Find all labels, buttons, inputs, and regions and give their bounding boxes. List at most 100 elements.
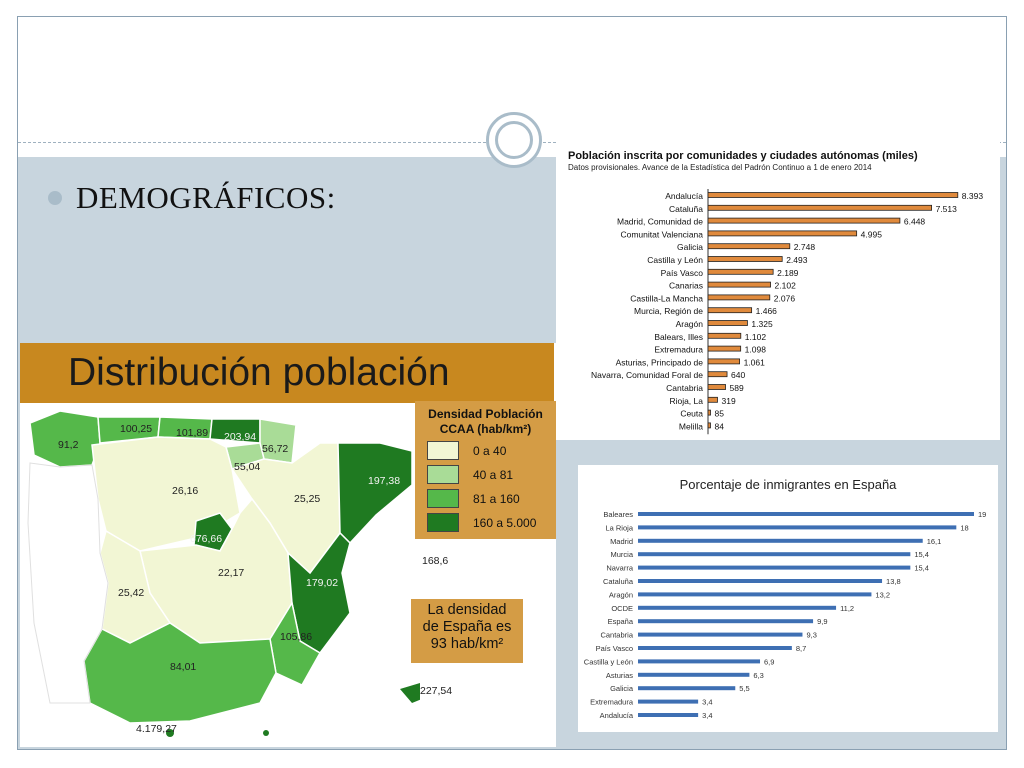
region-value: 227,54	[420, 685, 453, 697]
tick-label: Cantabria	[666, 383, 703, 393]
bar	[707, 358, 740, 365]
legend-swatch	[427, 513, 459, 532]
data-label: 7.513	[936, 204, 958, 214]
population-chart: Población inscrita por comunidades y ciu…	[556, 137, 1000, 440]
map-legend: Densidad Población CCAA (hab/km²) 0 a 40…	[415, 401, 556, 539]
data-label: 11,2	[840, 604, 854, 613]
legend-item: 40 a 81	[427, 465, 513, 484]
region-value: 203,94	[224, 431, 257, 443]
region-value: 25,25	[294, 493, 321, 505]
tick-label: Balears, Illes	[654, 332, 703, 342]
tick-label: Cataluña	[603, 577, 634, 586]
spain-map	[27, 410, 420, 737]
region-value: 91,2	[58, 439, 79, 451]
region-value: 84,01	[170, 661, 197, 673]
bar	[707, 217, 901, 224]
tick-label: Cantabria	[600, 631, 633, 640]
legend-item: 0 a 40	[427, 441, 506, 460]
chart-title: Porcentaje de inmigrantes en España	[680, 477, 898, 492]
data-label: 319	[721, 396, 735, 406]
bar	[638, 579, 883, 583]
bar	[707, 268, 774, 275]
data-label: 1.325	[751, 319, 773, 329]
region-value: 168,6	[422, 555, 449, 567]
immigrants-chart: Porcentaje de inmigrantes en España Balea…	[578, 465, 998, 732]
legend-item: 81 a 160	[427, 489, 520, 508]
region-value: 22,17	[218, 567, 245, 579]
data-label: 589	[730, 383, 744, 393]
data-label: 19	[978, 510, 986, 519]
bar	[638, 686, 736, 691]
data-label: 6,9	[764, 657, 774, 666]
data-label: 4.995	[861, 229, 883, 239]
data-label: 1.102	[745, 332, 767, 342]
tick-label: Castilla y León	[647, 255, 703, 265]
tick-label: Melilla	[679, 421, 703, 431]
tick-label: Asturias	[606, 671, 633, 680]
data-label: 2.493	[786, 255, 808, 265]
region-value: 4.179,27	[136, 723, 177, 735]
region-value: 197,38	[368, 475, 401, 487]
region-value: 100,25	[120, 423, 153, 435]
bar	[638, 672, 750, 677]
bar	[638, 659, 761, 664]
data-label: 640	[731, 370, 745, 380]
legend-swatch	[427, 489, 459, 508]
data-label: 13,8	[886, 577, 901, 586]
chart-subtitle: Datos provisionales. Avance de la Estadí…	[568, 163, 872, 172]
data-label: 13,2	[875, 590, 890, 599]
data-label: 15,4	[914, 564, 929, 573]
tick-label: Navarra	[606, 564, 634, 573]
data-label: 9,3	[806, 631, 816, 640]
tick-label: España	[608, 617, 634, 626]
bar	[638, 525, 957, 530]
data-label: 5,5	[739, 684, 749, 693]
bar	[707, 256, 783, 262]
bar	[638, 592, 872, 597]
data-label: 2.189	[777, 268, 799, 278]
tick-label: Comunitat Valenciana	[620, 229, 703, 239]
region-value: 26,16	[172, 485, 199, 497]
region-value: 56,72	[262, 443, 289, 455]
bar	[707, 396, 718, 403]
bar	[638, 699, 699, 704]
tick-label: Andalucía	[665, 191, 703, 201]
data-label: 6,3	[753, 671, 763, 680]
bullet-dot-icon	[48, 191, 62, 205]
tick-label: Cataluña	[669, 204, 703, 214]
bar	[707, 384, 726, 390]
tick-label: Castilla-La Mancha	[630, 293, 703, 303]
data-label: 2.748	[794, 242, 816, 252]
tick-label: Asturias, Principado de	[616, 357, 704, 367]
map-panel: Distribución población	[20, 343, 556, 747]
bar	[707, 294, 771, 301]
tick-label: Rioja, La	[669, 396, 703, 406]
bar	[638, 605, 837, 610]
bar	[638, 646, 792, 650]
tick-label: Murcia, Región de	[634, 306, 703, 316]
data-label: 8.393	[962, 191, 984, 201]
region-value: 676,66	[190, 533, 223, 545]
region-valencia	[287, 531, 351, 654]
density-note: La densidad de España es 93 hab/km²	[411, 599, 523, 663]
data-label: 2.076	[774, 293, 796, 303]
tick-label: Murcia	[610, 550, 633, 559]
data-label: 15,4	[914, 550, 929, 559]
legend-title: Densidad Población CCAA (hab/km²)	[428, 407, 543, 436]
region-value: 105,86	[280, 631, 313, 643]
bar	[707, 192, 959, 198]
legend-swatch	[427, 465, 459, 484]
data-label: 9,9	[817, 617, 827, 626]
data-label: 1.061	[744, 357, 766, 367]
tick-label: Navarra, Comunidad Foral de	[591, 370, 703, 380]
tick-label: Baleares	[603, 510, 633, 519]
data-label: 2.102	[775, 281, 797, 291]
bar	[707, 422, 711, 429]
chart-title: Población inscrita por comunidades y ciu…	[568, 150, 918, 162]
population-chart-svg: Población inscrita por comunidades y ciu…	[568, 150, 984, 435]
tick-label: Andalucía	[600, 711, 634, 720]
region-value: 101,89	[176, 427, 209, 439]
tick-label: Extremadura	[654, 345, 703, 355]
bar	[707, 307, 753, 314]
data-label: 85	[715, 409, 725, 419]
